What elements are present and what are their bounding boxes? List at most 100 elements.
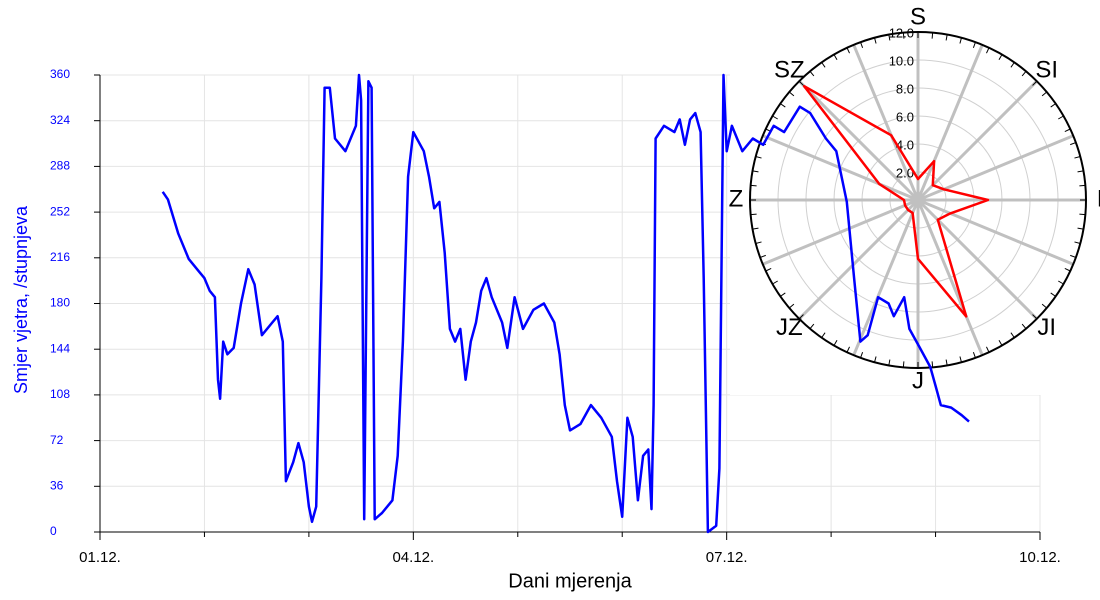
y-tick-label: 360 [50,67,70,81]
spoke [798,198,920,320]
rim-tick [1050,292,1056,297]
rim-tick [750,213,757,216]
rim-tick [1070,142,1077,146]
rim-tick [765,268,772,272]
direction-label: JI [1037,314,1056,341]
rim-tick [945,34,948,41]
rim-tick [750,184,757,187]
direction-label: J [912,367,924,394]
x-tick-label: 07.12. [706,549,748,566]
rim-tick [821,62,826,68]
rim-tick [860,352,864,359]
rim-tick [931,361,934,368]
spoke [798,80,920,202]
y-tick-label: 0 [50,524,57,538]
y-tick-label: 36 [50,478,64,492]
direction-label: JZ [776,314,803,341]
y-tick-label: 216 [50,250,70,264]
rim-tick [788,303,795,309]
x-tick-label: 10.12. [1019,549,1061,566]
rim-tick [809,70,815,77]
rim-tick [931,32,934,39]
rim-tick [959,37,962,44]
rim-tick [1041,303,1048,309]
direction-label: SI [1035,57,1058,84]
rim-tick [986,47,990,54]
rim-tick [752,227,759,230]
data-line [161,73,970,534]
rim-tick [1074,156,1081,159]
rim-tick [780,103,786,108]
rim-tick [1041,91,1048,97]
rim-tick [772,280,778,285]
rim-tick [1064,268,1071,272]
rim-tick [888,34,891,41]
direction-label: Z [729,185,744,212]
rim-tick [1079,184,1086,187]
spoke [917,198,1074,266]
spoke [762,198,919,266]
spoke [916,80,1038,202]
rim-tick [1058,115,1064,120]
rim-tick [1032,80,1038,86]
rim-tick [759,254,766,258]
rim-tick [755,156,762,159]
rim-tick [860,41,864,48]
rim-tick [902,32,905,39]
rim-tick [998,54,1003,60]
rim-tick [1077,170,1084,173]
ring-label: 6.0 [896,109,914,124]
rim-tick [821,332,826,338]
rim-tick [986,346,990,353]
rim-tick [888,359,891,366]
rim-tick [846,346,850,353]
x-tick-label: 04.12. [392,549,434,566]
rim-tick [945,359,948,366]
rose [802,84,990,318]
direction-label: SZ [774,57,805,84]
direction-label: I [1097,185,1100,212]
rim-tick [1074,241,1081,244]
spoke [916,44,984,201]
rim-tick [998,340,1003,346]
rim-tick [755,241,762,244]
rim-tick [959,356,962,363]
ring-label: 2.0 [896,165,914,180]
y-tick-label: 108 [50,387,70,401]
y-axis-label: Smjer vjetra, /stupnjeva [11,205,31,394]
y-tick-label: 288 [50,159,70,173]
rim-tick [846,47,850,54]
rim-tick [788,91,795,97]
rim-tick [972,352,976,359]
rim-tick [833,340,838,346]
y-tick-label: 72 [50,433,64,447]
rim-tick [833,54,838,60]
rim-tick [1010,62,1015,68]
x-tick-label: 01.12. [79,549,121,566]
rim-tick [874,356,877,363]
rim-tick [1032,314,1038,320]
rim-tick [1058,280,1064,285]
rim [749,31,1087,369]
direction-label: S [910,3,926,30]
y-tick-label: 324 [50,113,70,127]
rim-tick [752,170,759,173]
ring-label: 8.0 [896,81,914,96]
rim-tick [902,361,905,368]
spoke [852,199,920,356]
spoke [916,199,984,356]
rim-tick [1021,323,1027,330]
rim-tick [1079,213,1086,216]
rim-tick [1010,332,1015,338]
rim-tick [1021,70,1027,77]
rim-tick [1050,103,1056,108]
rim-tick [780,292,786,297]
spoke [852,44,920,201]
y-tick-label: 144 [50,341,70,355]
rim-tick [972,41,976,48]
rim-tick [809,323,815,330]
rim-tick [874,37,877,44]
x-axis-label: Dani mjerenja [508,570,632,592]
rim-tick [1077,227,1084,230]
rim-tick [1064,128,1071,132]
